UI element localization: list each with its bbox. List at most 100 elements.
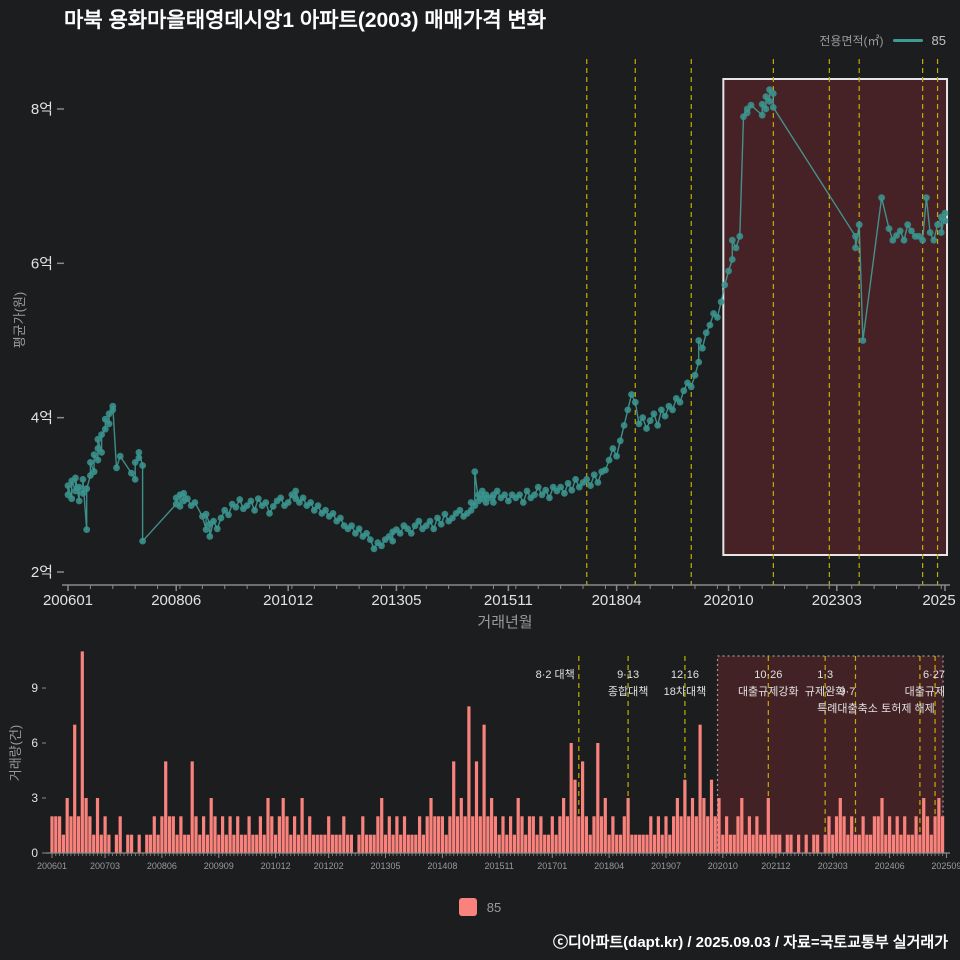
- volume-bar[interactable]: [486, 816, 490, 853]
- volume-bar[interactable]: [395, 816, 399, 853]
- price-point[interactable]: [363, 530, 370, 537]
- price-point[interactable]: [613, 452, 620, 460]
- price-point[interactable]: [762, 105, 770, 113]
- price-point[interactable]: [889, 236, 897, 244]
- price-point[interactable]: [635, 420, 643, 428]
- volume-bar[interactable]: [834, 816, 839, 853]
- volume-bar[interactable]: [99, 834, 103, 853]
- price-point[interactable]: [661, 412, 669, 420]
- price-point[interactable]: [605, 456, 613, 464]
- volume-bar[interactable]: [274, 834, 278, 853]
- price-point[interactable]: [680, 387, 688, 395]
- volume-bar[interactable]: [910, 834, 914, 853]
- volume-bar[interactable]: [148, 834, 153, 853]
- volume-bar[interactable]: [107, 834, 111, 853]
- price-point[interactable]: [75, 497, 83, 505]
- price-point[interactable]: [426, 517, 434, 525]
- volume-bar[interactable]: [895, 816, 899, 853]
- price-point[interactable]: [266, 510, 273, 517]
- volume-bar[interactable]: [440, 816, 444, 853]
- volume-bar[interactable]: [474, 761, 479, 853]
- volume-bar[interactable]: [361, 816, 365, 853]
- price-point[interactable]: [217, 514, 225, 522]
- price-point[interactable]: [225, 511, 232, 519]
- price-point[interactable]: [456, 506, 464, 514]
- volume-bar[interactable]: [850, 816, 854, 853]
- volume-bar[interactable]: [751, 834, 755, 853]
- volume-bar[interactable]: [490, 798, 494, 853]
- price-point[interactable]: [72, 474, 79, 482]
- price-point[interactable]: [370, 545, 378, 553]
- volume-bar[interactable]: [596, 743, 600, 853]
- price-point[interactable]: [113, 464, 120, 472]
- volume-bar[interactable]: [546, 834, 551, 853]
- price-point[interactable]: [98, 431, 105, 438]
- volume-bar[interactable]: [512, 834, 516, 853]
- price-point[interactable]: [184, 495, 191, 503]
- price-point[interactable]: [691, 371, 699, 379]
- price-point[interactable]: [352, 530, 359, 537]
- volume-bar[interactable]: [853, 834, 858, 853]
- volume-bar[interactable]: [527, 816, 532, 853]
- volume-bar[interactable]: [922, 798, 926, 853]
- price-point[interactable]: [127, 469, 135, 477]
- volume-bar[interactable]: [827, 816, 831, 853]
- volume-bar[interactable]: [209, 798, 213, 853]
- volume-bar[interactable]: [58, 816, 62, 853]
- volume-bar[interactable]: [467, 706, 471, 853]
- price-point[interactable]: [934, 221, 941, 229]
- price-point[interactable]: [930, 236, 938, 244]
- volume-bar[interactable]: [903, 816, 907, 853]
- volume-bar[interactable]: [744, 834, 748, 853]
- price-point[interactable]: [247, 497, 255, 505]
- volume-bar[interactable]: [156, 834, 160, 853]
- volume-bar[interactable]: [516, 798, 520, 853]
- volume-bar[interactable]: [315, 834, 319, 853]
- price-point[interactable]: [79, 489, 87, 497]
- volume-bar[interactable]: [721, 834, 725, 853]
- volume-bar[interactable]: [228, 816, 232, 853]
- volume-bar[interactable]: [618, 834, 623, 853]
- price-point[interactable]: [243, 502, 251, 509]
- volume-bar[interactable]: [368, 834, 372, 853]
- volume-bar[interactable]: [683, 779, 687, 853]
- volume-bar[interactable]: [266, 798, 270, 853]
- price-point[interactable]: [471, 468, 479, 476]
- volume-bar[interactable]: [239, 834, 244, 853]
- price-point[interactable]: [310, 506, 318, 514]
- volume-bar[interactable]: [539, 816, 543, 853]
- price-point[interactable]: [736, 232, 744, 240]
- volume-bar[interactable]: [914, 816, 918, 853]
- volume-bar[interactable]: [653, 834, 657, 853]
- price-point[interactable]: [210, 517, 217, 525]
- volume-bar[interactable]: [535, 834, 539, 853]
- price-point[interactable]: [896, 227, 904, 235]
- volume-bar[interactable]: [365, 834, 369, 853]
- price-point[interactable]: [658, 406, 665, 414]
- volume-bar[interactable]: [755, 816, 759, 853]
- volume-bar[interactable]: [421, 834, 425, 853]
- price-point[interactable]: [747, 101, 755, 109]
- volume-bar[interactable]: [778, 834, 782, 853]
- volume-bar[interactable]: [869, 834, 873, 853]
- volume-bar[interactable]: [797, 834, 801, 853]
- legend-series-85[interactable]: 85: [931, 33, 946, 48]
- legend-bottom[interactable]: 85: [0, 898, 960, 916]
- volume-bar[interactable]: [160, 816, 164, 853]
- volume-bar[interactable]: [918, 834, 922, 853]
- price-point[interactable]: [878, 194, 885, 202]
- price-point[interactable]: [251, 506, 258, 514]
- price-point[interactable]: [725, 267, 732, 275]
- volume-bar[interactable]: [217, 834, 221, 853]
- volume-bar[interactable]: [186, 834, 190, 853]
- volume-bar[interactable]: [925, 816, 930, 853]
- price-point[interactable]: [135, 449, 143, 456]
- volume-bar[interactable]: [224, 834, 228, 853]
- volume-bar[interactable]: [308, 816, 312, 853]
- volume-bar[interactable]: [501, 816, 505, 853]
- volume-bar[interactable]: [92, 834, 96, 853]
- price-point[interactable]: [534, 483, 542, 491]
- price-point[interactable]: [941, 217, 949, 225]
- price-point[interactable]: [329, 510, 337, 517]
- volume-bar[interactable]: [816, 834, 820, 853]
